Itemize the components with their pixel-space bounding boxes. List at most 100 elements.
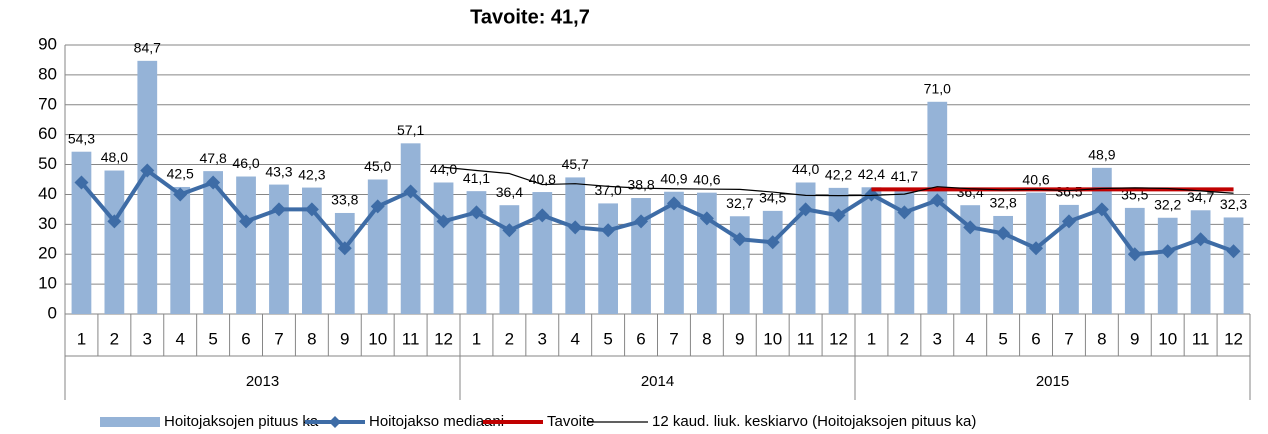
x-tick-label: 2 [900, 329, 909, 348]
marker [436, 214, 451, 229]
marker [996, 226, 1011, 241]
bar [236, 176, 256, 314]
x-tick-label: 8 [702, 329, 711, 348]
value-label: 44,0 [792, 161, 819, 177]
bar [104, 170, 125, 314]
bar [1190, 210, 1211, 314]
x-tick-label: 7 [1064, 329, 1073, 348]
bar [1157, 217, 1178, 314]
y-tick-label: 30 [38, 214, 57, 233]
value-label: 36,4 [957, 184, 984, 200]
x-tick-label: 3 [538, 329, 547, 348]
marker [897, 205, 912, 220]
marker [1160, 244, 1175, 259]
marker [732, 232, 747, 247]
marker [535, 208, 550, 223]
value-label: 42,3 [298, 166, 325, 182]
x-tick-label: 4 [965, 329, 974, 348]
marker [1061, 214, 1076, 229]
x-tick-label: 10 [368, 329, 387, 348]
x-tick-label: 9 [1130, 329, 1139, 348]
x-tick-label: 5 [603, 329, 612, 348]
group-label: 2015 [1036, 373, 1069, 390]
y-tick-label: 60 [38, 124, 57, 143]
value-label: 38,8 [627, 177, 654, 193]
y-tick-label: 50 [38, 154, 57, 173]
marker [74, 175, 89, 190]
value-label: 46,0 [232, 155, 259, 171]
value-label: 44,0 [430, 161, 457, 177]
x-tick-label: 4 [570, 329, 579, 348]
marker [765, 235, 780, 250]
marker [699, 211, 714, 226]
marker [798, 202, 813, 217]
group-label: 2013 [246, 373, 279, 390]
line [79, 168, 1235, 257]
marker [173, 187, 188, 202]
x-tick-label: 12 [434, 329, 453, 348]
marker [1226, 244, 1241, 259]
marker [502, 223, 517, 238]
bar [137, 60, 158, 314]
x-tick-label: 6 [1031, 329, 1040, 348]
x-tick-label: 1 [77, 329, 86, 348]
bar [71, 151, 92, 314]
value-label: 42,2 [825, 167, 852, 183]
marker [930, 193, 945, 208]
legend-marker [329, 416, 341, 428]
value-label: 32,2 [1154, 196, 1181, 212]
marker [666, 196, 681, 211]
value-label: 32,3 [1220, 196, 1247, 212]
bar [664, 191, 684, 314]
x-tick-label: 12 [829, 329, 848, 348]
value-label: 47,8 [200, 150, 227, 166]
x-tick-label: 7 [669, 329, 678, 348]
x-tick-label: 4 [175, 329, 184, 348]
y-tick-label: 40 [38, 184, 57, 203]
y-tick-label: 90 [38, 34, 57, 53]
value-label: 43,3 [265, 163, 292, 179]
value-label: 36,4 [496, 184, 523, 200]
bar [729, 216, 750, 314]
marker [601, 223, 616, 238]
x-tick-label: 11 [1192, 329, 1210, 348]
marker [107, 214, 122, 229]
x-tick-label: 6 [241, 329, 250, 348]
value-label: 37,0 [595, 182, 622, 198]
value-label: 33,8 [331, 192, 358, 208]
bar [861, 187, 882, 314]
y-tick-label: 0 [48, 303, 57, 322]
value-label: 48,0 [101, 149, 128, 165]
marker [1029, 241, 1044, 256]
legend-label: 12 kaud. liuk. keskiarvo (Hoitojaksojen … [652, 413, 976, 430]
marker [1094, 202, 1109, 217]
marker [337, 241, 352, 256]
chart-title: Tavoite: 41,7 [470, 6, 590, 28]
bar [697, 192, 717, 314]
bar [466, 191, 487, 314]
bar [499, 205, 520, 314]
marker [1127, 247, 1142, 262]
value-label: 41,7 [891, 168, 918, 184]
marker [206, 175, 221, 190]
value-label: 34,7 [1187, 189, 1214, 205]
marker [469, 205, 484, 220]
bar [1223, 217, 1244, 314]
value-label: 40,6 [693, 171, 720, 187]
value-label: 42,5 [167, 166, 194, 182]
value-label: 48,9 [1088, 147, 1115, 163]
marker [568, 220, 583, 235]
bar [828, 187, 849, 314]
legend-label: Hoitojaksojen pituus ka [164, 413, 319, 430]
x-tick-label: 6 [636, 329, 645, 348]
value-label: 57,1 [397, 122, 424, 138]
y-tick-label: 70 [38, 94, 57, 113]
bar [993, 215, 1013, 314]
bar [433, 182, 454, 314]
x-tick-label: 10 [763, 329, 782, 348]
legend-label: Hoitojakso mediaani [369, 413, 504, 430]
marker [634, 214, 649, 229]
x-tick-label: 11 [402, 329, 420, 348]
bar [302, 187, 322, 314]
